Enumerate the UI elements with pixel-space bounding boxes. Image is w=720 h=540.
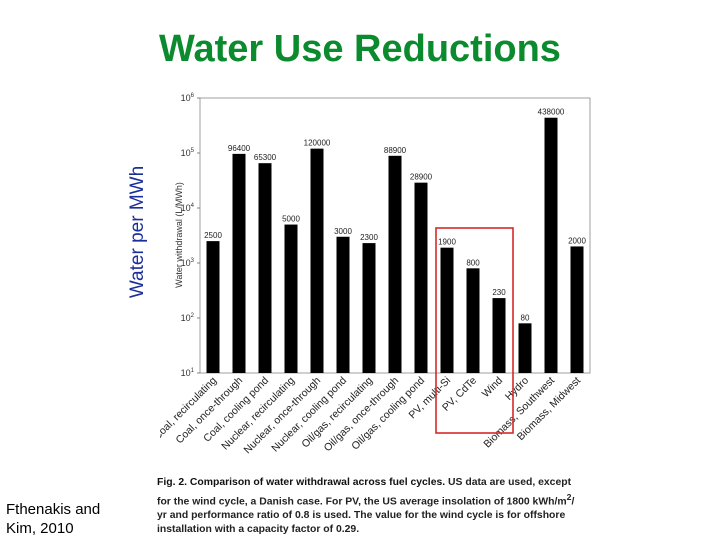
bar [310, 148, 324, 373]
bar-value-label: 65300 [254, 153, 277, 162]
bar [336, 236, 350, 373]
bar-value-label: 5000 [282, 215, 300, 224]
bar [284, 224, 298, 373]
bar-value-label: 1900 [438, 238, 456, 247]
caption-line2-sup: 2 [566, 492, 572, 502]
caption-lead: Fig. 2. Comparison of water withdrawal a… [157, 477, 446, 488]
caption-line4: installation with a capacity factor of 0… [157, 524, 360, 536]
y-tick-base: 10 [181, 203, 191, 213]
y-tick-base: 10 [181, 258, 191, 268]
bar [492, 298, 506, 373]
bar-value-label: 800 [466, 258, 480, 267]
bar [570, 246, 584, 373]
y-tick-exponent: 3 [191, 258, 195, 264]
rotated-axis-label: Water per MWh [127, 165, 148, 299]
y-axis-label: Water withdrawal (L/MWh) [174, 182, 184, 288]
y-tick-label: 105 [181, 148, 195, 158]
bar [518, 323, 532, 373]
bar-value-label: 88900 [384, 146, 407, 155]
bar-value-label: 438000 [538, 108, 565, 117]
y-tick-exponent: 1 [191, 368, 195, 374]
y-tick-exponent: 5 [191, 148, 195, 154]
y-tick-exponent: 2 [191, 313, 195, 319]
slide-title: Water Use Reductions [159, 28, 561, 70]
bar-value-label: 2000 [568, 236, 586, 245]
bar-value-label: 2500 [204, 231, 222, 240]
figure-caption: Fig. 2. Comparison of water withdrawal a… [157, 476, 595, 537]
bar-value-label: 96400 [228, 144, 251, 153]
citation-line1: Fthenakis and [6, 501, 101, 518]
caption-line3: yr and performance ratio of 0.8 is used.… [157, 510, 566, 522]
bar-value-label: 2300 [360, 233, 378, 242]
y-tick-label: 103 [181, 258, 195, 268]
bar [232, 153, 246, 373]
bar [440, 247, 454, 373]
bar [388, 155, 402, 373]
caption-line2: for the wind cycle, a Danish case. For P… [157, 496, 567, 508]
y-tick-base: 10 [181, 368, 191, 378]
y-tick-label: 106 [181, 93, 195, 103]
bar [206, 241, 220, 373]
citation-line2: Kim, 2010 [6, 520, 74, 537]
bar-chart: Water withdrawal (L/MWh) 106105104103102… [160, 93, 591, 456]
y-tick-base: 10 [181, 313, 191, 323]
bar-value-label: 120000 [304, 139, 331, 148]
y-tick-exponent: 6 [191, 93, 195, 99]
y-tick-label: 102 [181, 313, 195, 323]
x-category-label: Wind [480, 375, 506, 401]
caption-line2-tail: / [571, 496, 575, 508]
y-tick-base: 10 [181, 148, 191, 158]
bar [258, 163, 272, 373]
bar [414, 182, 428, 373]
bar-value-label: 80 [521, 313, 530, 322]
bar-value-label: 230 [492, 288, 506, 297]
y-tick-label: 104 [181, 203, 195, 213]
caption-line1: US data are used, except [445, 477, 572, 488]
bar [466, 268, 480, 373]
y-tick-exponent: 4 [191, 203, 195, 209]
highlight-box [435, 227, 514, 434]
bar [544, 117, 558, 373]
bar-value-label: 3000 [334, 227, 352, 236]
y-tick-label: 101 [181, 368, 195, 378]
y-tick-base: 10 [181, 93, 191, 103]
bar-value-label: 28900 [410, 173, 433, 182]
bar [362, 243, 376, 373]
citation: Fthenakis and Kim, 2010 [6, 500, 100, 538]
